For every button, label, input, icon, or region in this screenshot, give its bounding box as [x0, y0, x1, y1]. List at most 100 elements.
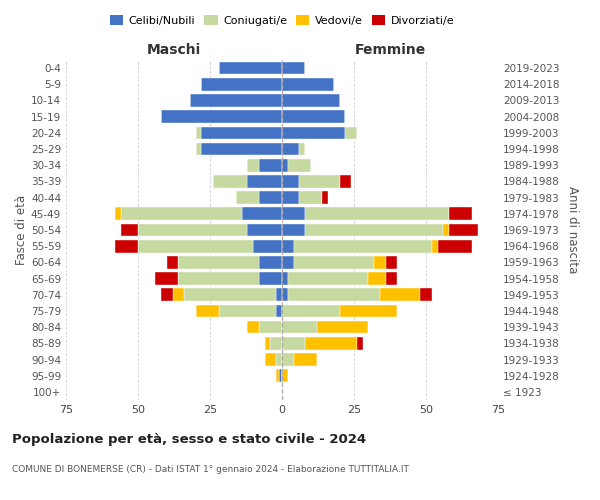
Bar: [115, 240, 138, 252]
Bar: [386, 256, 397, 268]
Bar: [293, 353, 317, 366]
Bar: [265, 353, 276, 366]
Bar: [282, 288, 288, 301]
Bar: [173, 288, 184, 301]
Bar: [196, 304, 218, 318]
Bar: [115, 208, 121, 220]
Bar: [276, 288, 282, 301]
Bar: [305, 337, 357, 349]
Bar: [282, 272, 288, 285]
Bar: [282, 304, 340, 318]
Bar: [196, 126, 202, 139]
Bar: [138, 240, 253, 252]
Bar: [121, 208, 242, 220]
Bar: [178, 272, 259, 285]
Bar: [293, 256, 374, 268]
Bar: [236, 192, 259, 204]
Bar: [259, 272, 282, 285]
Bar: [357, 337, 362, 349]
Bar: [265, 337, 271, 349]
Bar: [282, 224, 305, 236]
Bar: [218, 62, 282, 74]
Bar: [386, 272, 397, 285]
Bar: [184, 288, 276, 301]
Bar: [443, 224, 449, 236]
Bar: [242, 208, 282, 220]
Bar: [178, 256, 259, 268]
Bar: [259, 192, 282, 204]
Y-axis label: Fasce di età: Fasce di età: [15, 195, 28, 265]
Bar: [196, 142, 202, 156]
Bar: [282, 78, 334, 90]
Bar: [271, 337, 282, 349]
Bar: [282, 175, 299, 188]
Bar: [202, 142, 282, 156]
Legend: Celibi/Nubili, Coniugati/e, Vedovi/e, Divorziati/e: Celibi/Nubili, Coniugati/e, Vedovi/e, Di…: [106, 10, 458, 30]
Text: COMUNE DI BONEMERSE (CR) - Dati ISTAT 1° gennaio 2024 - Elaborazione TUTTITALIA.: COMUNE DI BONEMERSE (CR) - Dati ISTAT 1°…: [12, 466, 409, 474]
Bar: [247, 224, 282, 236]
Bar: [276, 353, 282, 366]
Bar: [276, 304, 282, 318]
Bar: [282, 142, 299, 156]
Bar: [282, 370, 288, 382]
Bar: [202, 126, 282, 139]
Bar: [282, 256, 293, 268]
Bar: [368, 272, 386, 285]
Bar: [282, 126, 346, 139]
Bar: [420, 288, 432, 301]
Bar: [161, 110, 282, 123]
Bar: [340, 304, 397, 318]
Text: Popolazione per età, sesso e stato civile - 2024: Popolazione per età, sesso e stato civil…: [12, 432, 366, 446]
Bar: [346, 126, 357, 139]
Bar: [299, 142, 305, 156]
Bar: [380, 288, 420, 301]
Bar: [288, 272, 368, 285]
Bar: [340, 175, 351, 188]
Bar: [282, 353, 293, 366]
Bar: [161, 288, 173, 301]
Text: Femmine: Femmine: [355, 43, 425, 57]
Bar: [282, 159, 288, 172]
Bar: [293, 240, 432, 252]
Bar: [279, 370, 282, 382]
Bar: [437, 240, 472, 252]
Bar: [449, 208, 472, 220]
Bar: [282, 192, 299, 204]
Bar: [247, 175, 282, 188]
Bar: [259, 321, 282, 334]
Bar: [305, 208, 449, 220]
Bar: [218, 304, 276, 318]
Bar: [374, 256, 386, 268]
Bar: [259, 256, 282, 268]
Bar: [190, 94, 282, 107]
Bar: [317, 321, 368, 334]
Bar: [247, 321, 259, 334]
Bar: [247, 159, 259, 172]
Bar: [282, 321, 317, 334]
Bar: [282, 94, 340, 107]
Bar: [288, 288, 380, 301]
Bar: [282, 110, 346, 123]
Bar: [121, 224, 138, 236]
Bar: [167, 256, 178, 268]
Bar: [282, 337, 305, 349]
Y-axis label: Anni di nascita: Anni di nascita: [566, 186, 579, 274]
Bar: [449, 224, 478, 236]
Bar: [155, 272, 178, 285]
Bar: [282, 208, 305, 220]
Bar: [305, 224, 443, 236]
Bar: [299, 192, 322, 204]
Bar: [138, 224, 247, 236]
Bar: [322, 192, 328, 204]
Bar: [213, 175, 247, 188]
Bar: [282, 62, 305, 74]
Bar: [299, 175, 340, 188]
Bar: [202, 78, 282, 90]
Bar: [259, 159, 282, 172]
Bar: [432, 240, 437, 252]
Text: Maschi: Maschi: [147, 43, 201, 57]
Bar: [276, 370, 279, 382]
Bar: [288, 159, 311, 172]
Bar: [282, 240, 293, 252]
Bar: [253, 240, 282, 252]
